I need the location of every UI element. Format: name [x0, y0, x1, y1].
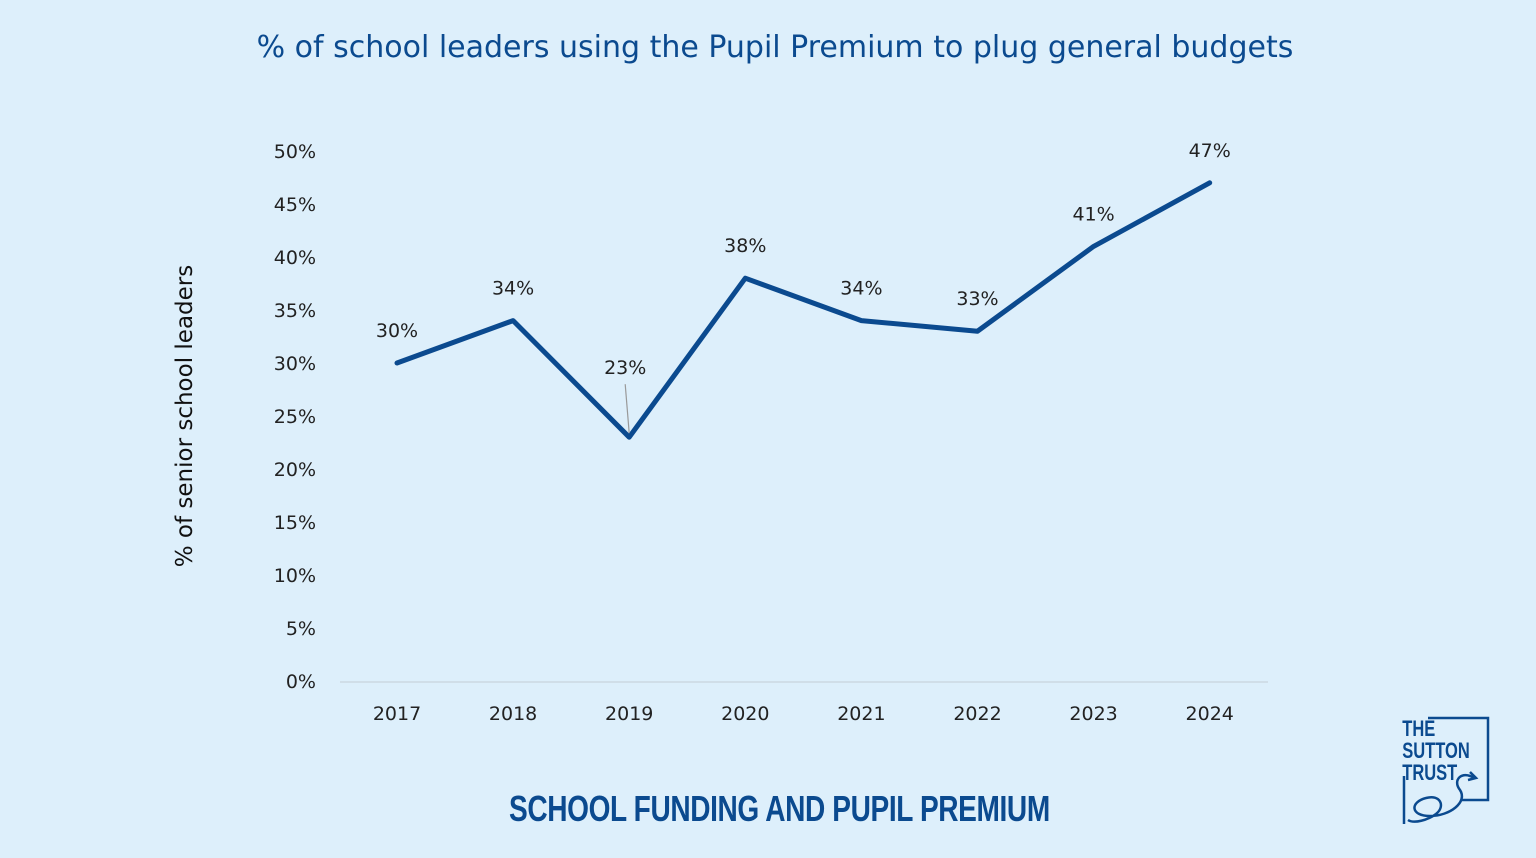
- data-label: 30%: [376, 320, 418, 342]
- x-tick-label: 2020: [721, 703, 769, 725]
- data-label-leader: [624, 384, 630, 434]
- y-tick-label: 45%: [274, 194, 316, 216]
- y-tick-label: 15%: [274, 512, 316, 534]
- y-axis-label: % of senior school leaders: [172, 265, 198, 567]
- data-label: 33%: [956, 288, 998, 310]
- x-tick-label: 2023: [1069, 703, 1117, 725]
- x-tick-label: 2022: [953, 703, 1001, 725]
- data-label: 23%: [604, 357, 646, 379]
- footer-heading: SCHOOL FUNDING AND PUPIL PREMIUM: [509, 788, 1050, 829]
- svg-text:THE: THE: [1402, 717, 1435, 742]
- x-tick-label: 2017: [373, 703, 421, 725]
- svg-text:TRUST: TRUST: [1402, 761, 1457, 786]
- chart-title: % of school leaders using the Pupil Prem…: [256, 30, 1294, 65]
- data-label: 34%: [492, 278, 534, 300]
- y-tick-label: 10%: [274, 565, 316, 587]
- y-tick-label: 50%: [274, 141, 316, 163]
- sutton-trust-logo: THE SUTTON TRUST: [1402, 716, 1490, 824]
- x-tick-label: 2021: [837, 703, 885, 725]
- data-label: 47%: [1189, 140, 1231, 162]
- data-label: 34%: [840, 278, 882, 300]
- x-tick-label: 2024: [1186, 703, 1234, 725]
- series-line: [394, 180, 1213, 440]
- data-label: 41%: [1072, 203, 1114, 225]
- y-tick-label: 25%: [274, 406, 316, 428]
- y-tick-label: 30%: [274, 353, 316, 375]
- y-tick-label: 5%: [286, 618, 316, 640]
- svg-text:SUTTON: SUTTON: [1402, 739, 1470, 764]
- y-tick-label: 0%: [286, 671, 316, 693]
- data-label: 38%: [724, 235, 766, 257]
- x-tick-label: 2019: [605, 703, 653, 725]
- y-tick-label: 20%: [274, 459, 316, 481]
- y-tick-label: 35%: [274, 300, 316, 322]
- y-tick-label: 40%: [274, 247, 316, 269]
- x-tick-label: 2018: [489, 703, 537, 725]
